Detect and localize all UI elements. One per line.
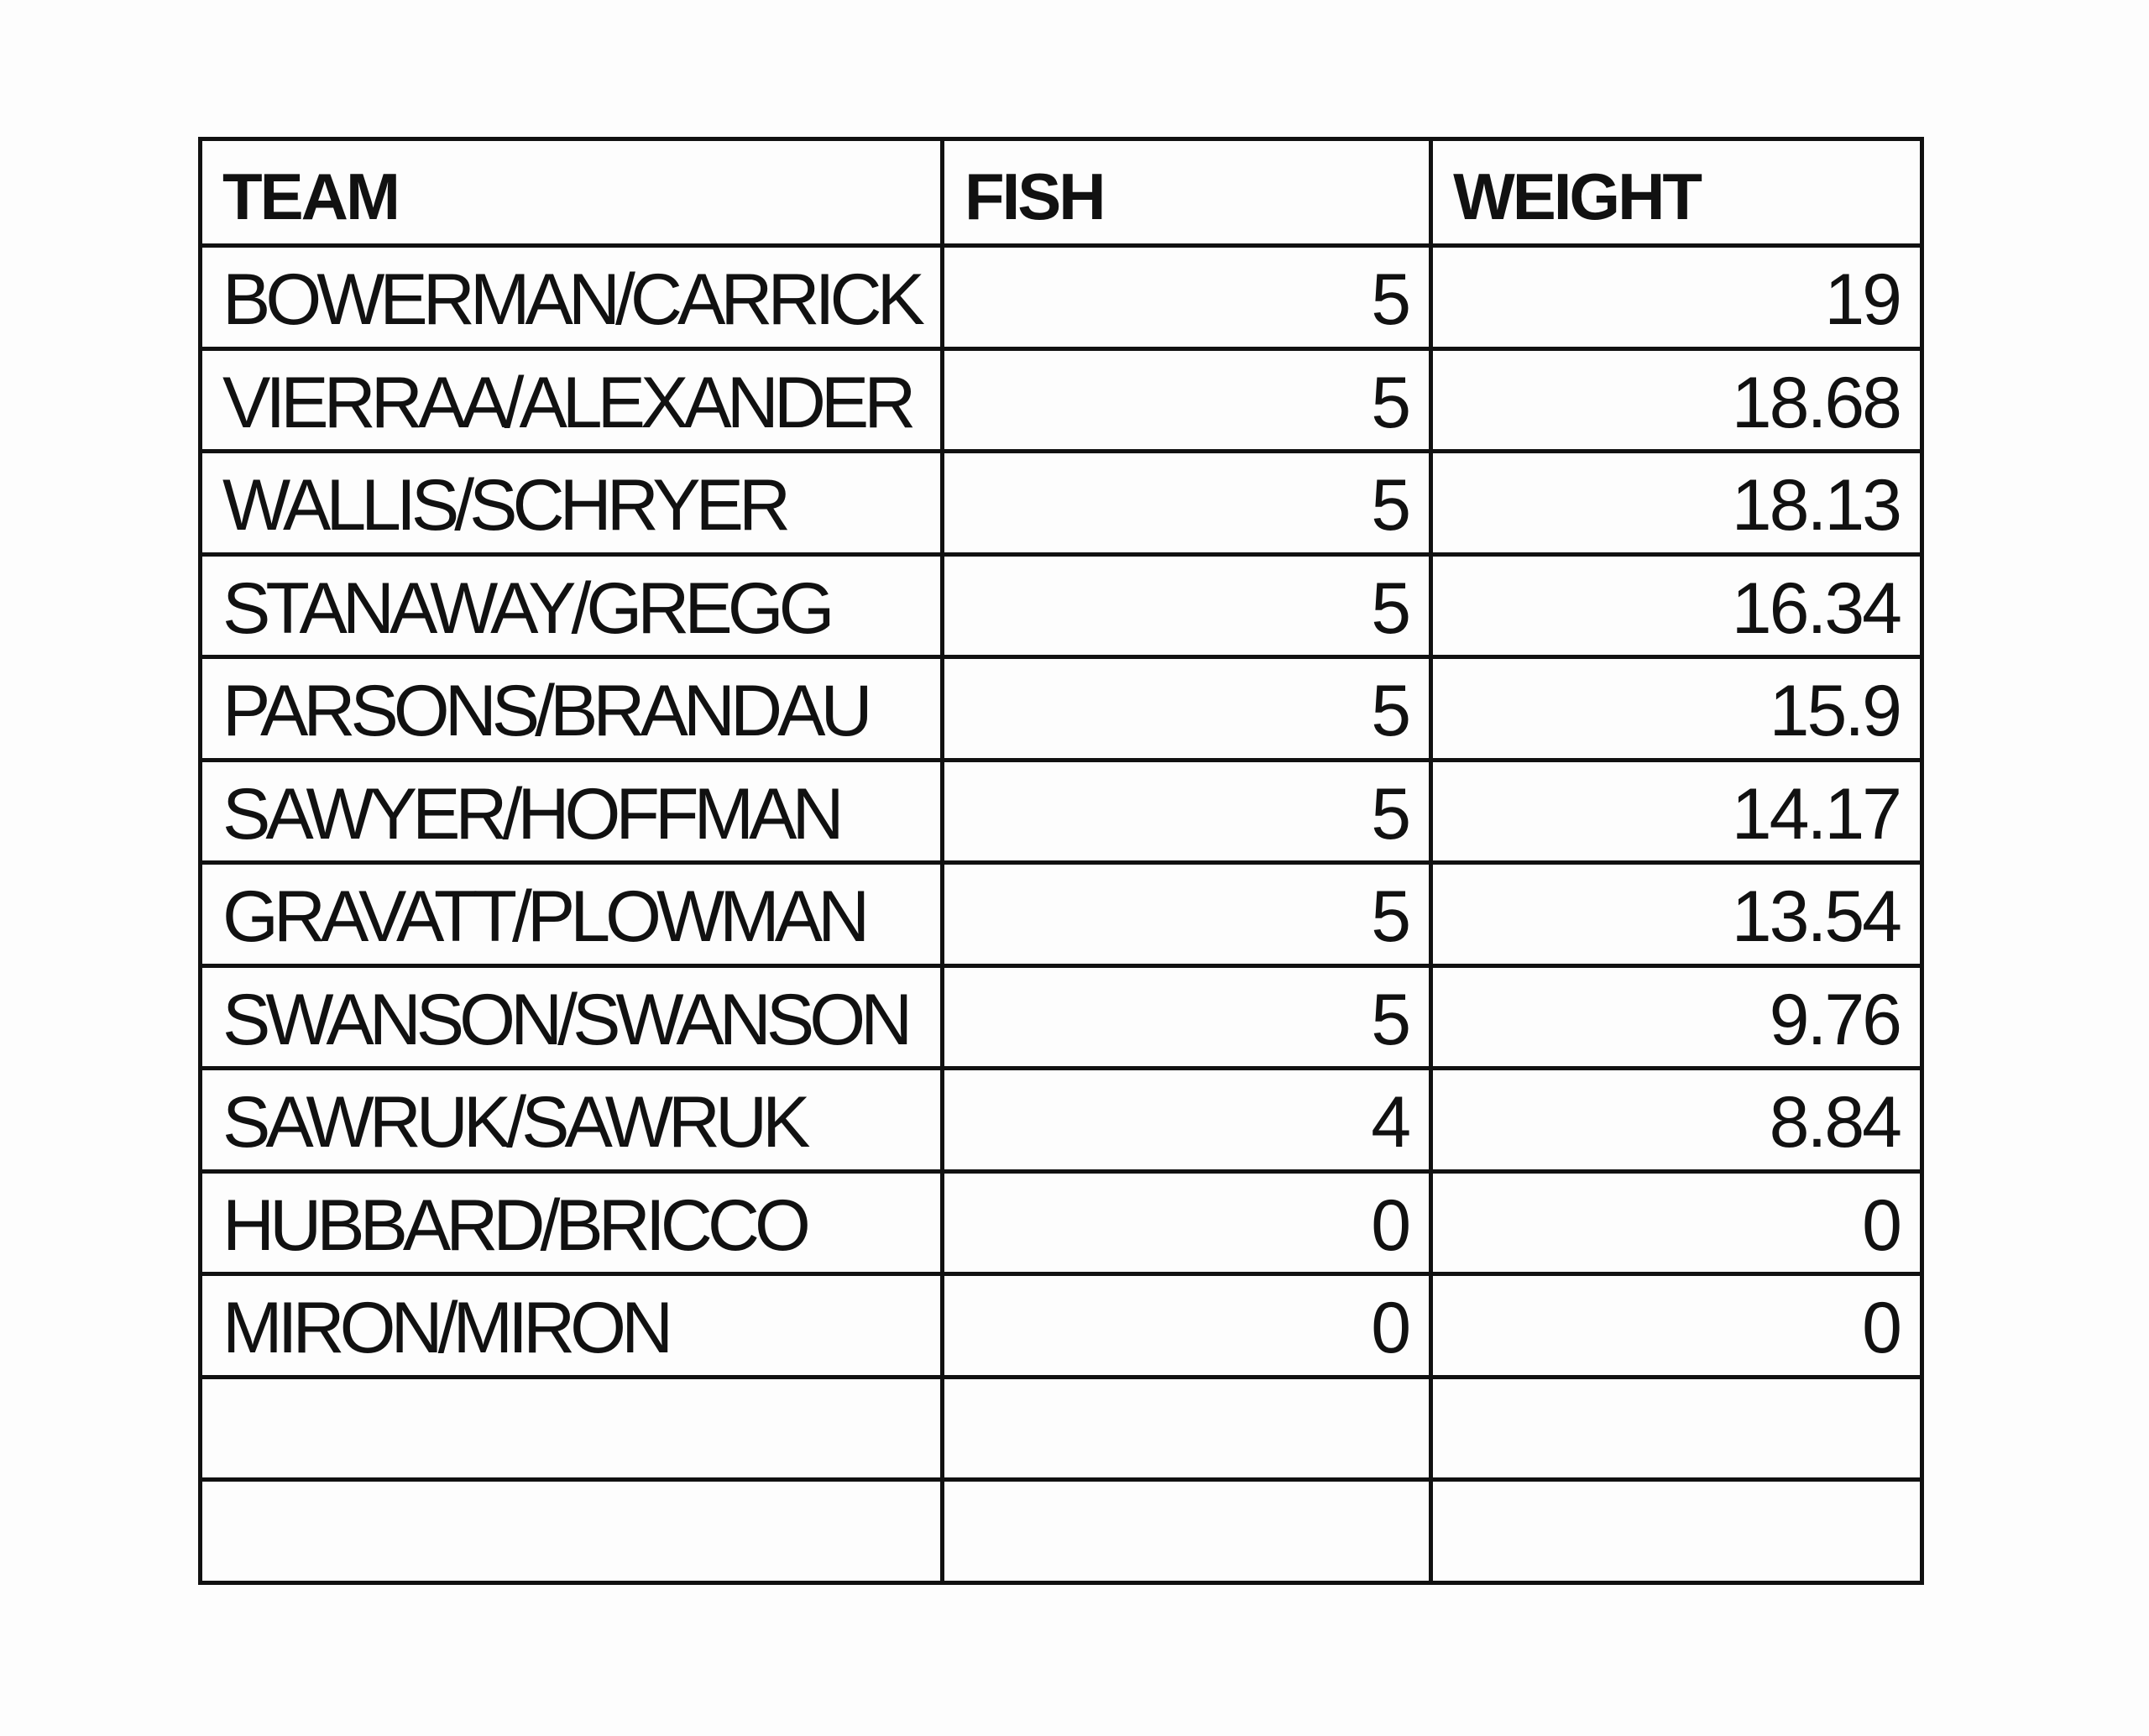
team-cell: VIERRAA/ALEXANDER (198, 346, 944, 453)
weight-cell: 9.76 (1429, 963, 1924, 1070)
weight-cell: 0 (1429, 1169, 1924, 1276)
team-cell: BOWERMAN/CARRICK (198, 243, 944, 351)
fish-cell: 4 (939, 1066, 1434, 1174)
fish-cell: 5 (939, 243, 1434, 351)
header-team: TEAM (198, 137, 944, 248)
header-weight: WEIGHT (1429, 137, 1924, 248)
table-row: HUBBARD/BRICCO 0 0 (198, 1169, 1924, 1276)
fish-cell: 5 (939, 757, 1434, 865)
weight-cell: 16.34 (1429, 552, 1924, 659)
team-cell: MIRON/MIRON (198, 1272, 944, 1379)
table-row: PARSONS/BRANDAU 5 15.9 (198, 655, 1924, 762)
table-row: MIRON/MIRON 0 0 (198, 1272, 1924, 1379)
team-cell: SAWYER/HOFFMAN (198, 757, 944, 865)
table-row: VIERRAA/ALEXANDER 5 18.68 (198, 346, 1924, 453)
table-row (198, 1374, 1924, 1482)
header-row: TEAM FISH WEIGHT (198, 137, 1924, 248)
table-row: SAWRUK/SAWRUK 4 8.84 (198, 1066, 1924, 1174)
team-cell (198, 1477, 944, 1585)
fish-cell (939, 1477, 1434, 1585)
fish-cell (939, 1374, 1434, 1482)
table-row: GRAVATT/PLOWMAN 5 13.54 (198, 860, 1924, 968)
weight-cell: 14.17 (1429, 757, 1924, 865)
table-row: SAWYER/HOFFMAN 5 14.17 (198, 757, 1924, 865)
fish-cell: 5 (939, 963, 1434, 1070)
team-cell: HUBBARD/BRICCO (198, 1169, 944, 1276)
fish-cell: 5 (939, 655, 1434, 762)
table-row: SWANSON/SWANSON 5 9.76 (198, 963, 1924, 1070)
weight-cell: 8.84 (1429, 1066, 1924, 1174)
fish-cell: 5 (939, 552, 1434, 659)
weight-cell: 18.13 (1429, 449, 1924, 557)
weight-cell: 18.68 (1429, 346, 1924, 453)
team-cell: WALLIS/SCHRYER (198, 449, 944, 557)
table-row (198, 1477, 1924, 1585)
fish-cell: 0 (939, 1169, 1434, 1276)
header-fish: FISH (939, 137, 1434, 248)
team-cell: STANAWAY/GREGG (198, 552, 944, 659)
weight-cell (1429, 1477, 1924, 1585)
team-cell: SAWRUK/SAWRUK (198, 1066, 944, 1174)
weight-cell (1429, 1374, 1924, 1482)
team-cell: PARSONS/BRANDAU (198, 655, 944, 762)
weight-cell: 15.9 (1429, 655, 1924, 762)
results-table: TEAM FISH WEIGHT BOWERMAN/CARRICK 5 19 VIER… (198, 137, 1924, 1585)
fish-cell: 5 (939, 449, 1434, 557)
team-cell: SWANSON/SWANSON (198, 963, 944, 1070)
weight-cell: 0 (1429, 1272, 1924, 1379)
weight-cell: 19 (1429, 243, 1924, 351)
table-row: STANAWAY/GREGG 5 16.34 (198, 552, 1924, 659)
fish-cell: 0 (939, 1272, 1434, 1379)
team-cell: GRAVATT/PLOWMAN (198, 860, 944, 968)
table-row: WALLIS/SCHRYER 5 18.13 (198, 449, 1924, 557)
table-row: BOWERMAN/CARRICK 5 19 (198, 243, 1924, 351)
weight-cell: 13.54 (1429, 860, 1924, 968)
fish-cell: 5 (939, 346, 1434, 453)
team-cell (198, 1374, 944, 1482)
fish-cell: 5 (939, 860, 1434, 968)
